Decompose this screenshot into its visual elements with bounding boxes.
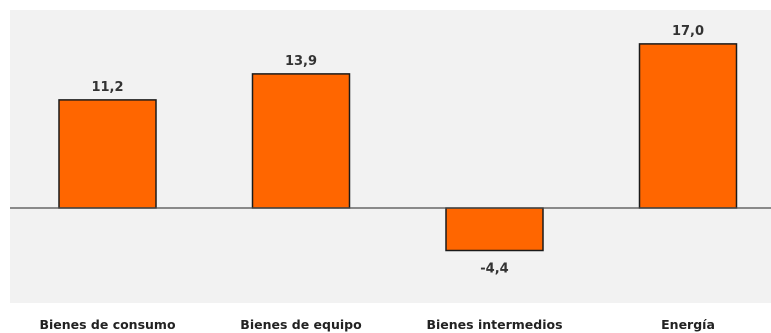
data-label-2: 13,9 bbox=[285, 54, 317, 69]
data-label-1: 11,2 bbox=[91, 80, 123, 95]
data-labels-group: 11,2 13,9 -4,4 17,0 bbox=[91, 24, 704, 277]
category-label-1: Bienes de consumo bbox=[39, 317, 175, 332]
bar-2 bbox=[251, 73, 351, 209]
category-label-3: Bienes intermedios bbox=[426, 317, 562, 332]
category-label-4: Energía bbox=[661, 317, 715, 332]
bars-group bbox=[58, 43, 738, 252]
data-label-4: 17,0 bbox=[672, 24, 704, 39]
category-labels-group: Bienes de consumo Bienes de equipo Bienes … bbox=[39, 317, 714, 332]
bar-3 bbox=[445, 207, 544, 252]
bar-4 bbox=[638, 43, 738, 209]
data-label-3: -4,4 bbox=[480, 262, 508, 277]
category-label-2: Bienes de equipo bbox=[240, 317, 362, 332]
bar-1 bbox=[58, 99, 157, 209]
